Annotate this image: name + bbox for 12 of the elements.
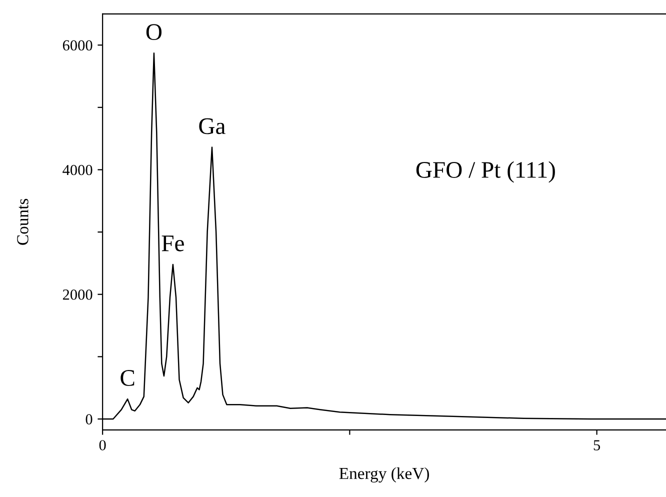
y-tick-label: 4000 [62,164,92,176]
y-tick-label: 0 [86,414,92,424]
y-axis-title: Counts [17,198,28,245]
x-tick-label: 5 [594,440,600,450]
x-axis-title: Energy (keV) [339,467,429,483]
annotation: GFO / Pt (111) [416,161,555,183]
y-tick-label: 6000 [62,40,92,51]
y-tick-label: 2000 [62,290,92,300]
annotation: Ga [199,118,226,134]
annotation: Fe [162,236,184,252]
annotation: O [146,24,162,40]
annotation: C [120,370,134,386]
